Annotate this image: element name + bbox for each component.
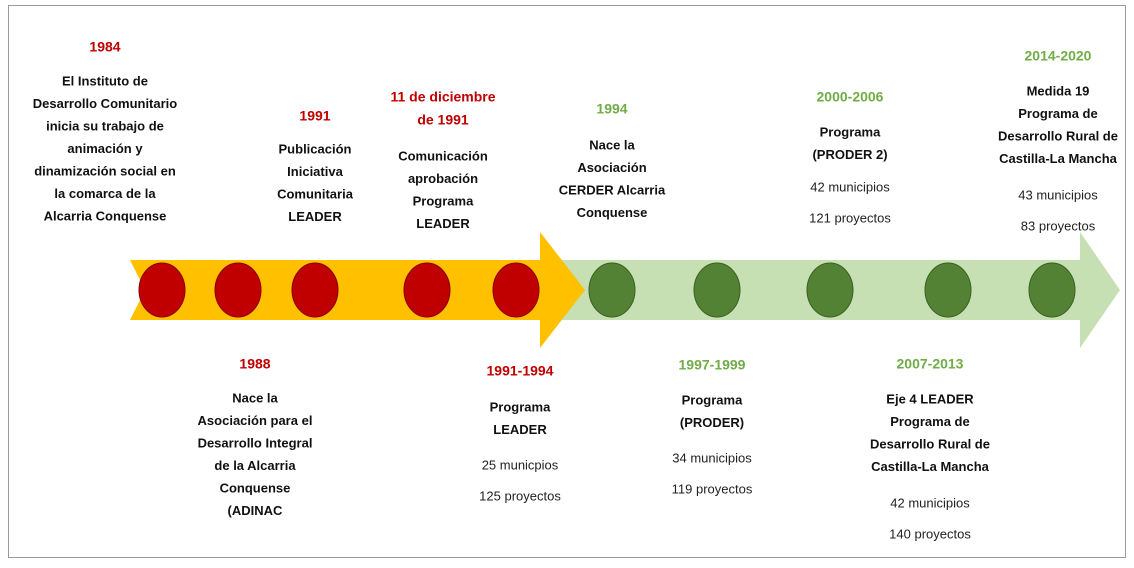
event-text: Desarrollo Rural de: [870, 436, 990, 451]
event-text: Nace la: [232, 390, 278, 405]
event-text: de la Alcarria: [214, 458, 296, 473]
event-text: Conquense: [577, 205, 648, 220]
event-stat: 42 municipios: [810, 179, 890, 194]
event-text: inicia su trabajo de: [46, 118, 164, 133]
event-text: Asociación: [577, 160, 646, 175]
event-stat: 140 proyectos: [889, 526, 971, 541]
event-year: de 1991: [417, 112, 469, 128]
event-text: aprobación: [408, 171, 478, 186]
event-year: 1988: [239, 356, 270, 372]
event-text: (ADINAC: [228, 503, 283, 518]
event-text: Programa de: [1018, 106, 1097, 121]
event-stat: 119 proyectos: [672, 481, 753, 496]
event-stat: 42 municipios: [890, 495, 970, 510]
event-text: Programa: [820, 124, 881, 139]
event-year: 2000-2006: [817, 89, 884, 105]
event-year: 2007-2013: [897, 356, 964, 372]
event-text: CERDER Alcarria: [559, 182, 666, 197]
event-text: Medida 19: [1027, 83, 1090, 98]
event-stat: 83 proyectos: [1021, 218, 1096, 233]
frame: [8, 5, 1126, 558]
event-year: 2014-2020: [1025, 48, 1092, 64]
event-text: la comarca de la: [54, 186, 156, 201]
event-text: Nace la: [589, 137, 635, 152]
event-year: 1991: [299, 108, 330, 124]
event-text: Programa de: [890, 414, 969, 429]
milestone-dot: [403, 262, 451, 318]
milestone-dot: [214, 262, 262, 318]
event-text: LEADER: [288, 209, 342, 224]
event-text: (PRODER): [680, 415, 744, 430]
event-text: (PRODER 2): [812, 147, 887, 162]
event-text: Desarrollo Comunitario: [33, 96, 178, 111]
milestone-dot: [291, 262, 339, 318]
milestone-dot: [806, 262, 854, 318]
event-text: Programa: [490, 399, 551, 414]
event-text: Publicación: [279, 141, 352, 156]
event-text: LEADER: [493, 422, 547, 437]
event-year: 1994: [596, 101, 627, 117]
event-text: LEADER: [416, 216, 470, 231]
orange-arrow: [130, 232, 585, 348]
event-text: Desarrollo Rural de: [998, 128, 1118, 143]
event-year: 1997-1999: [679, 357, 746, 373]
event-stat: 125 proyectos: [479, 488, 561, 503]
milestone-dot: [588, 262, 636, 318]
event-text: Alcarria Conquense: [44, 208, 167, 223]
event-year: 11 de diciembre: [390, 89, 495, 105]
event-text: animación y: [67, 141, 143, 156]
milestone-dot: [1028, 262, 1076, 318]
event-text: Eje 4 LEADER: [886, 391, 974, 406]
milestone-dot: [492, 262, 540, 318]
milestone-dot: [693, 262, 741, 318]
event-text: Castilla-La Mancha: [871, 459, 990, 474]
event-stat: 34 municipios: [672, 450, 752, 465]
event-text: Programa: [682, 392, 743, 407]
event-text: Comunitaria: [277, 186, 354, 201]
event-text: Comunicación: [398, 148, 488, 163]
event-stat: 43 municipios: [1018, 187, 1098, 202]
event-text: Asociación para el: [198, 413, 313, 428]
event-text: Desarrollo Integral: [198, 435, 313, 450]
event-text: dinamización social en: [34, 163, 176, 178]
event-year: 1984: [89, 39, 120, 55]
event-text: Programa: [413, 193, 474, 208]
event-text: El Instituto de: [62, 73, 148, 88]
milestone-dot: [138, 262, 186, 318]
milestone-dot: [924, 262, 972, 318]
event-year: 1991-1994: [487, 363, 554, 379]
event-stat: 121 proyectos: [809, 210, 891, 225]
event-text: Conquense: [220, 480, 291, 495]
event-text: Castilla-La Mancha: [999, 151, 1118, 166]
event-text: Iniciativa: [287, 164, 343, 179]
event-stat: 25 municpios: [482, 457, 559, 472]
